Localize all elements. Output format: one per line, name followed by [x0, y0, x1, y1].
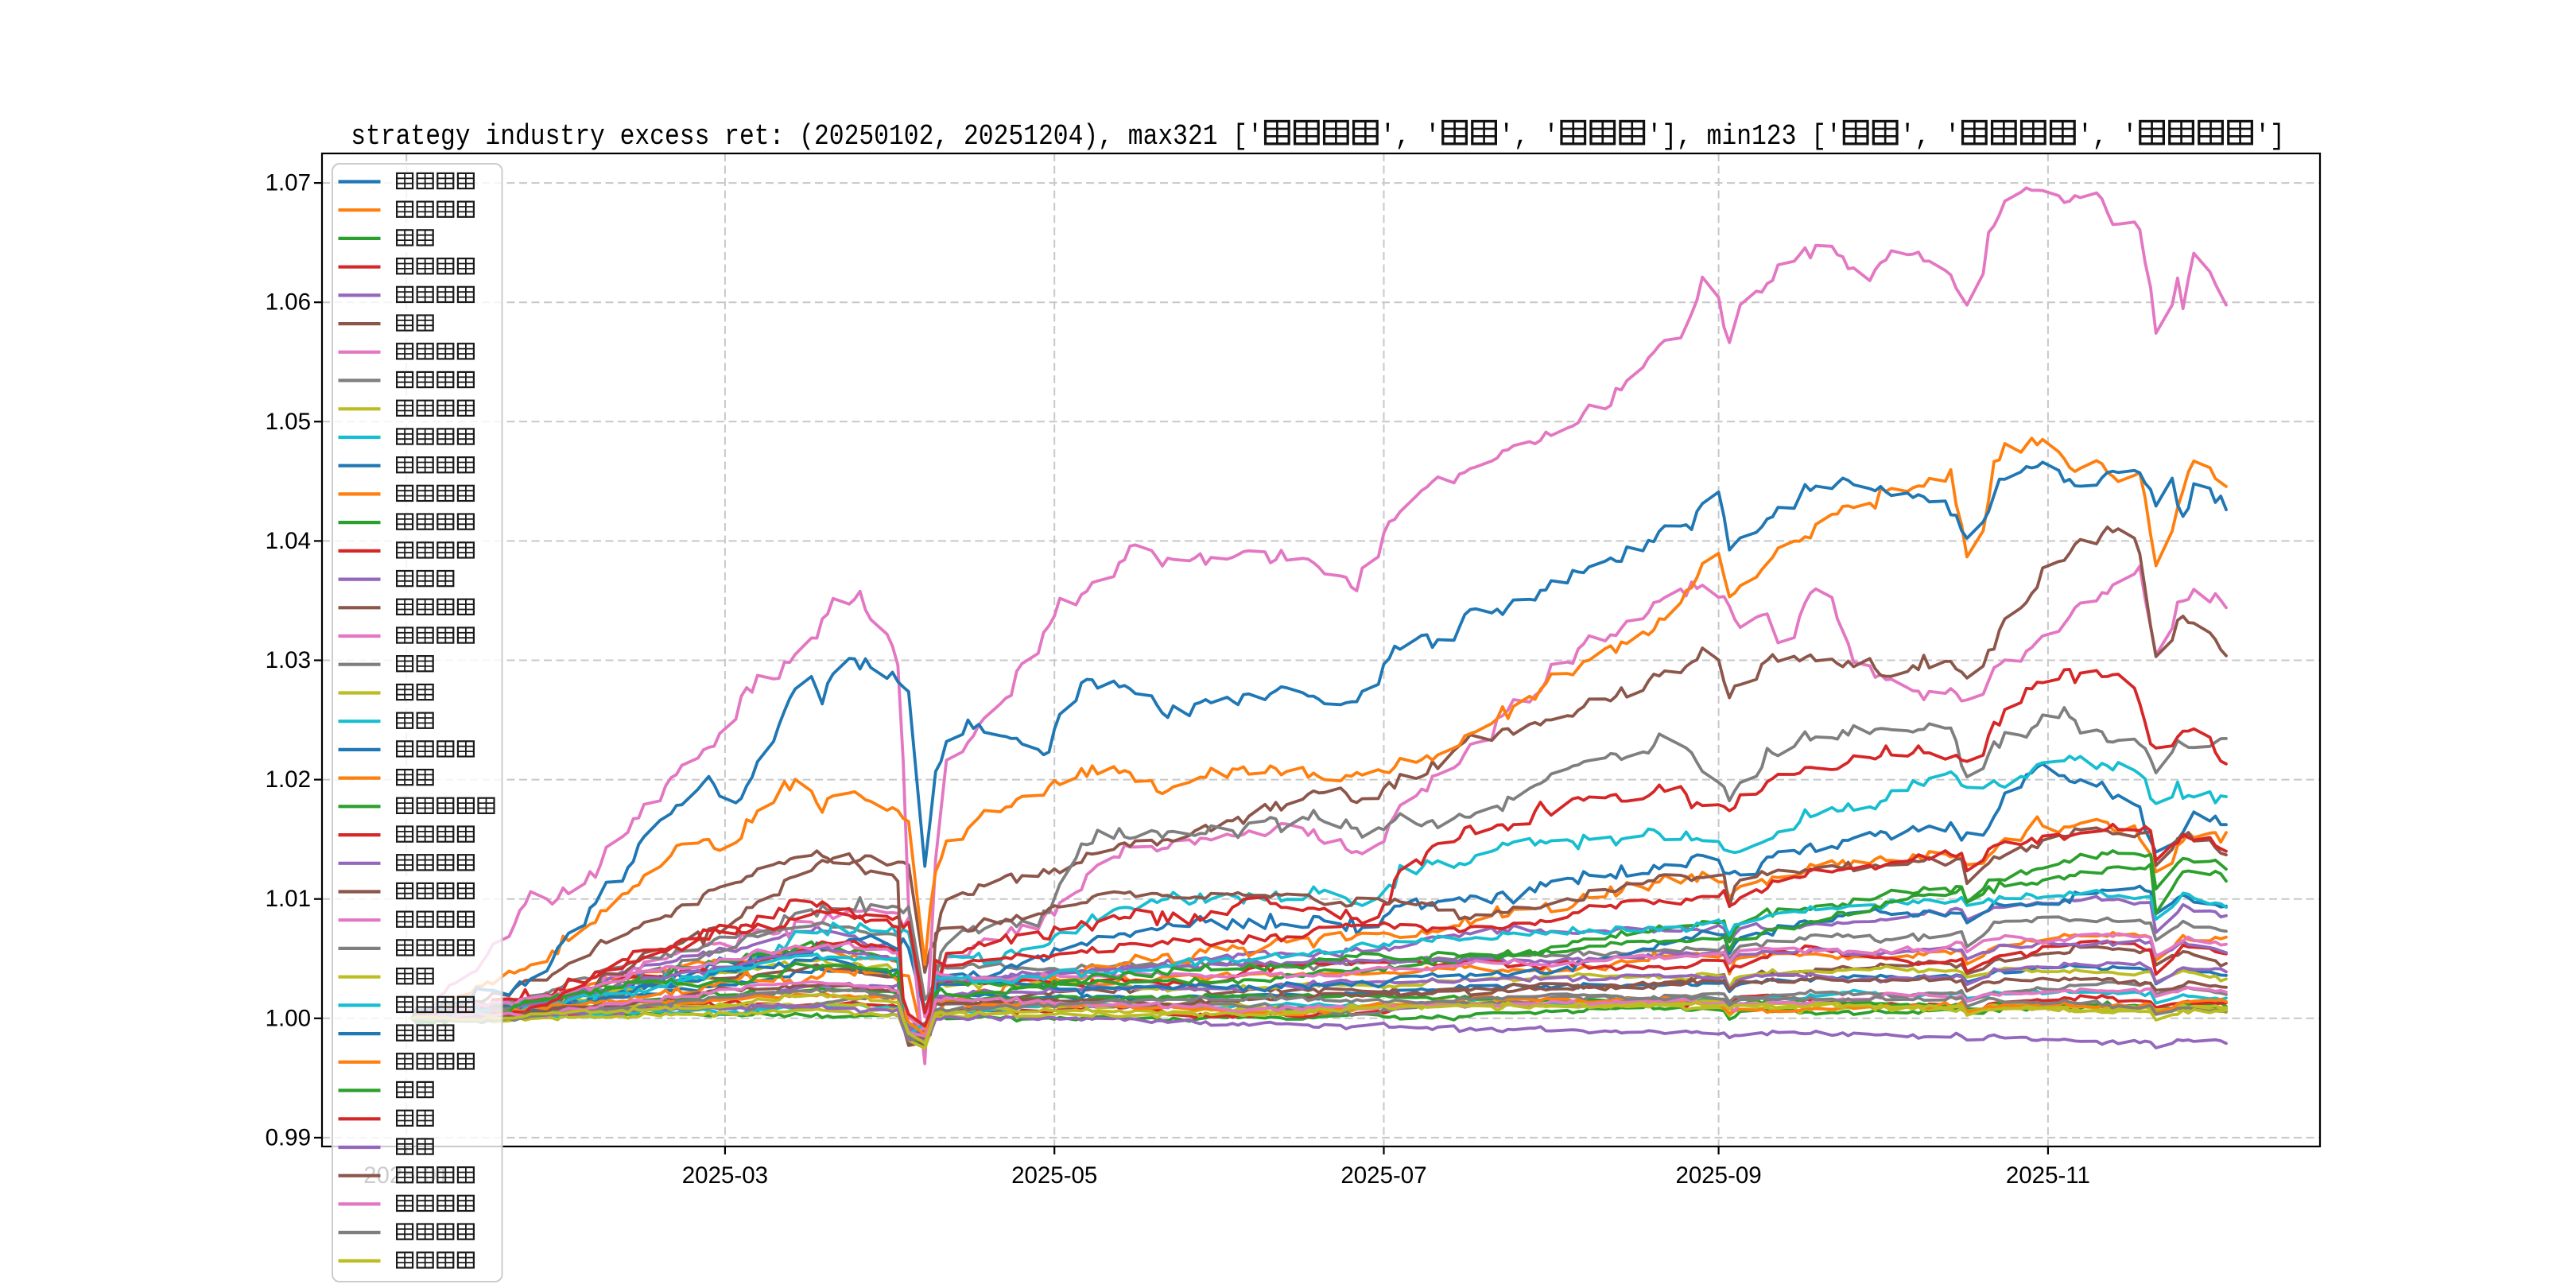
svg-text:1.02: 1.02 — [266, 766, 311, 793]
svg-text:', ': ', ' — [1380, 120, 1440, 153]
svg-text:']: '] — [2255, 120, 2285, 153]
svg-text:1.04: 1.04 — [266, 528, 311, 554]
svg-text:1.07: 1.07 — [266, 170, 311, 196]
svg-text:1.03: 1.03 — [266, 647, 311, 673]
svg-text:'], min123 [': '], min123 [' — [1647, 120, 1841, 153]
svg-text:0.99: 0.99 — [266, 1124, 311, 1150]
svg-text:2025-11: 2025-11 — [2006, 1162, 2090, 1189]
svg-text:1.01: 1.01 — [266, 886, 311, 912]
svg-text:', ': ', ' — [1900, 120, 1960, 153]
svg-text:2025-03: 2025-03 — [682, 1162, 768, 1189]
svg-text:1.00: 1.00 — [266, 1005, 311, 1031]
svg-text:1.05: 1.05 — [266, 409, 311, 435]
svg-text:strategy industry excess ret:: strategy industry excess ret: (20250102,… — [351, 120, 1263, 153]
svg-text:1.06: 1.06 — [266, 289, 311, 316]
svg-text:2025-09: 2025-09 — [1675, 1162, 1761, 1189]
svg-text:', ': ', ' — [1499, 120, 1558, 153]
svg-text:2025-07: 2025-07 — [1340, 1162, 1426, 1189]
svg-text:', ': ', ' — [2077, 120, 2137, 153]
svg-text:2025-05: 2025-05 — [1011, 1162, 1097, 1189]
